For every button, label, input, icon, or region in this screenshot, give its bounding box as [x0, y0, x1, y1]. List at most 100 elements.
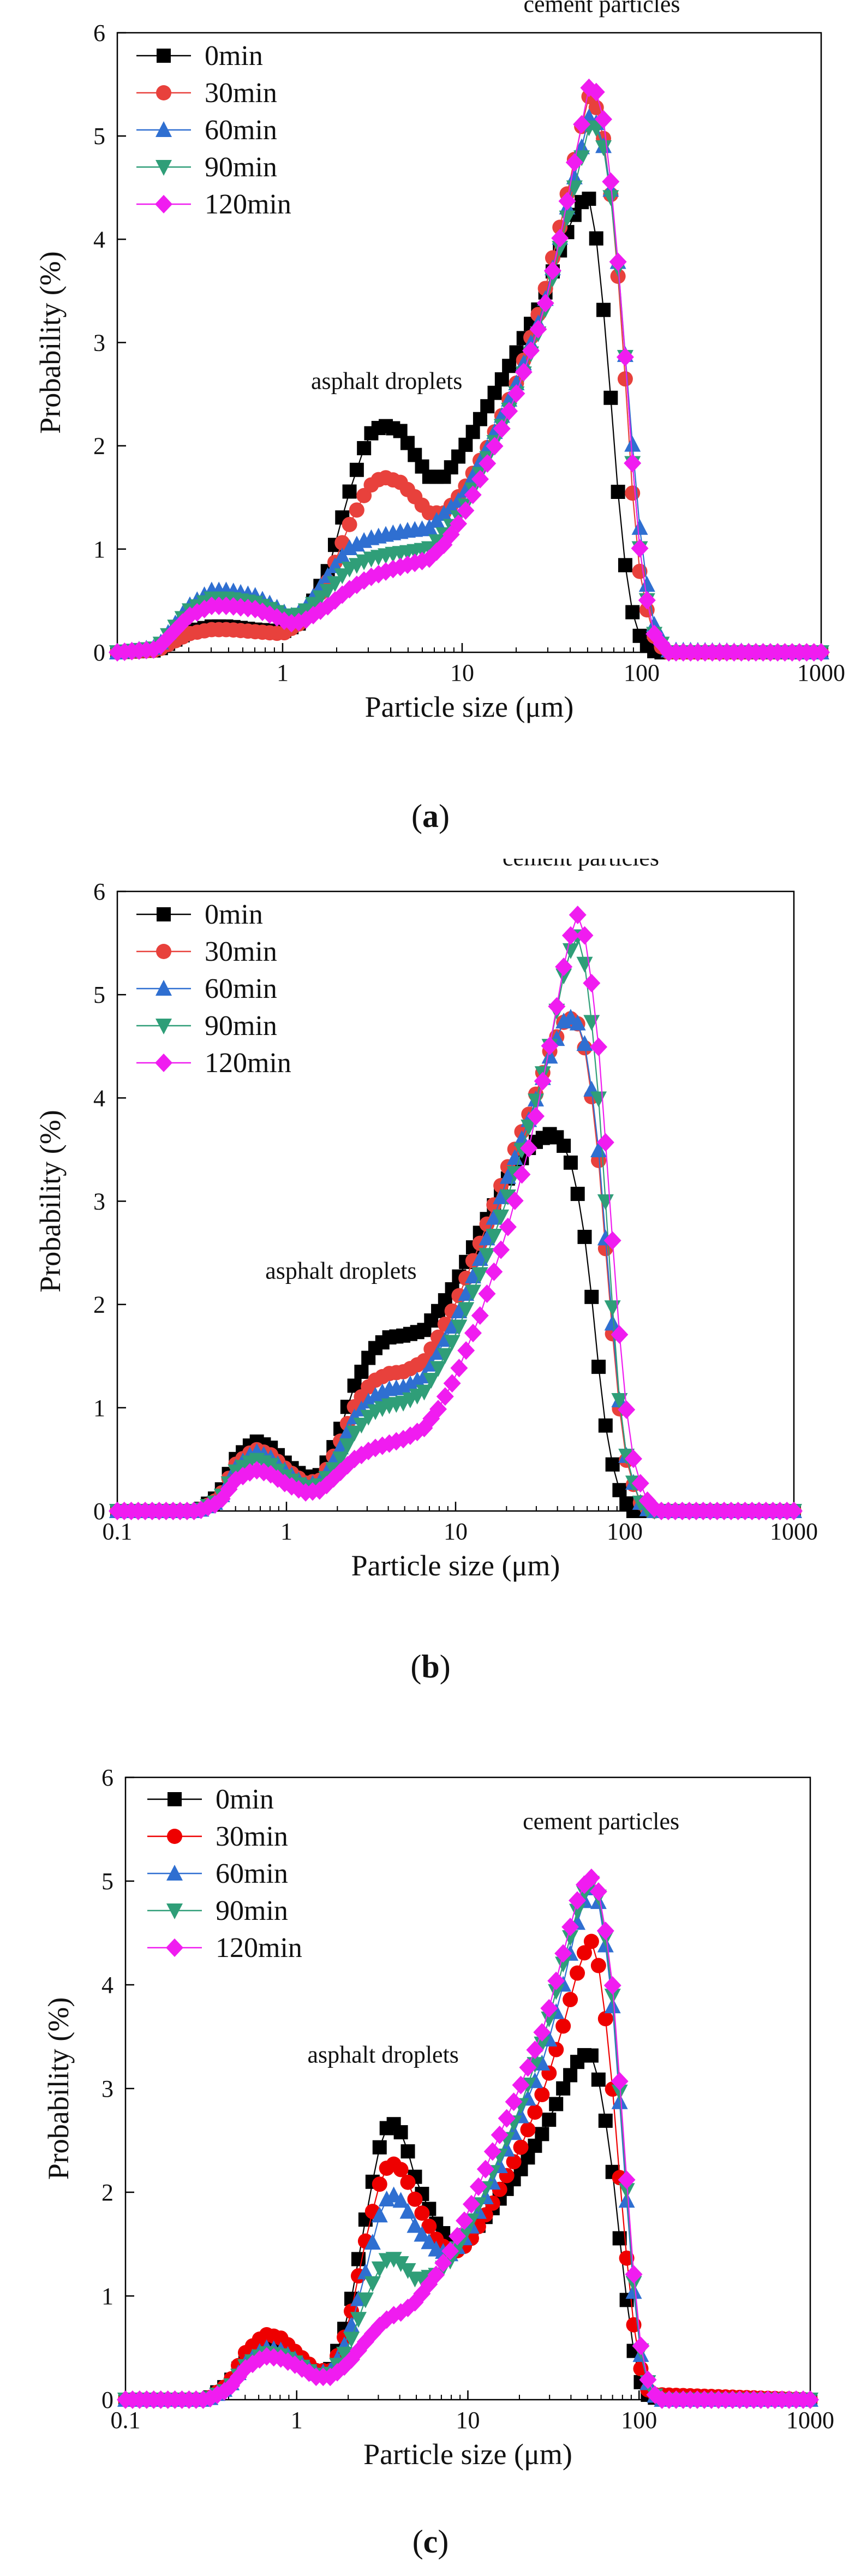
data-point: [562, 1930, 579, 1947]
series-30min: [110, 1011, 802, 1519]
y-tick-label: 6: [93, 20, 105, 46]
legend-label: 90min: [216, 1895, 288, 1926]
data-point: [563, 1155, 578, 1170]
series-line: [125, 1940, 811, 2401]
legend-label: 0min: [205, 40, 263, 72]
y-tick-label: 4: [101, 1972, 113, 1998]
legend-marker: [156, 1019, 172, 1034]
data-point: [584, 2048, 599, 2063]
data-point: [548, 997, 566, 1016]
data-point: [399, 2263, 416, 2279]
data-point: [255, 1462, 273, 1482]
data-point: [598, 2113, 613, 2128]
data-point: [499, 1217, 517, 1236]
data-point: [406, 2217, 423, 2233]
data-point: [354, 1364, 369, 1379]
data-point: [540, 1999, 558, 2018]
data-point: [520, 2122, 536, 2138]
data-point: [609, 252, 627, 271]
data-point: [515, 362, 533, 382]
data-point: [339, 1438, 356, 1454]
data-point: [407, 2191, 423, 2207]
data-point: [565, 153, 583, 172]
data-point: [556, 2081, 571, 2096]
data-point: [533, 2023, 551, 2042]
data-point: [624, 436, 641, 452]
data-point: [227, 1470, 245, 1489]
series-120min: [109, 78, 830, 662]
y-axis-title: Probability (%): [34, 251, 67, 433]
data-point: [498, 2109, 516, 2128]
data-point: [494, 372, 509, 386]
legend-marker: [155, 1054, 172, 1072]
data-point: [624, 454, 642, 473]
data-point: [464, 1267, 481, 1283]
data-point: [611, 1393, 628, 1409]
data-point: [450, 514, 468, 533]
data-point: [603, 1976, 621, 1995]
data-point: [529, 320, 547, 339]
data-point: [625, 2265, 643, 2284]
data-point: [286, 2355, 304, 2374]
data-point: [555, 2018, 571, 2034]
data-point: [598, 1418, 613, 1433]
data-point: [342, 516, 357, 532]
y-tick-label: 3: [93, 330, 105, 356]
y-tick-label: 0: [101, 2387, 113, 2413]
data-point: [597, 1194, 614, 1210]
data-point: [596, 1133, 614, 1152]
data-point: [332, 1462, 350, 1482]
data-point: [479, 1229, 495, 1246]
data-point: [464, 485, 482, 504]
data-point: [587, 82, 605, 102]
legend-item: 120min: [136, 189, 291, 220]
legend-label: 90min: [205, 1010, 277, 1042]
data-point: [208, 2385, 226, 2405]
data-point: [471, 469, 489, 489]
data-point: [611, 485, 625, 499]
x-tick-label: 1000: [786, 2407, 834, 2434]
data-point: [611, 2084, 628, 2101]
data-point: [583, 1934, 599, 1949]
caption-letter: c: [423, 2524, 438, 2560]
data-point: [507, 384, 525, 403]
x-tick-label: 0.1: [103, 1518, 133, 1545]
data-point: [602, 172, 620, 191]
series-line: [117, 1016, 794, 1512]
data-point: [437, 1348, 453, 1364]
data-point: [334, 547, 351, 563]
data-point: [223, 2376, 241, 2395]
x-axis-title: Particle size (μm): [365, 691, 574, 723]
chart-a: 0 1 2 3 4 5 6 1 10 100 1000 Particle size (μm) Proba…: [34, 0, 845, 834]
data-point: [590, 1037, 608, 1056]
data-point: [372, 2140, 387, 2155]
x-tick-label: 100: [624, 659, 660, 686]
data-point: [573, 150, 590, 166]
x-tick-label: 100: [607, 1518, 643, 1545]
data-point: [591, 1359, 606, 1374]
data-point: [559, 210, 576, 227]
data-point: [520, 1139, 538, 1158]
data-point: [589, 231, 603, 246]
data-point: [584, 1289, 599, 1304]
data-point: [364, 2276, 381, 2292]
data-point: [625, 485, 641, 501]
series-60min: [109, 1009, 802, 1518]
data-point: [416, 1384, 433, 1401]
data-point: [543, 261, 561, 280]
data-point: [421, 541, 438, 557]
data-point: [631, 1474, 649, 1493]
x-tick-label: 10: [444, 1518, 468, 1545]
data-point: [400, 2144, 415, 2159]
legend-marker: [156, 944, 171, 959]
data-point: [458, 437, 473, 452]
legend-item: 30min: [136, 78, 277, 109]
panel-caption: (b): [410, 1649, 450, 1685]
data-point: [192, 1500, 210, 1519]
data-point: [493, 1188, 510, 1204]
data-point: [342, 484, 357, 499]
legend-label: 0min: [216, 1784, 274, 1815]
series-line: [125, 1887, 810, 2401]
data-point: [457, 1341, 475, 1360]
data-point: [206, 1495, 224, 1514]
